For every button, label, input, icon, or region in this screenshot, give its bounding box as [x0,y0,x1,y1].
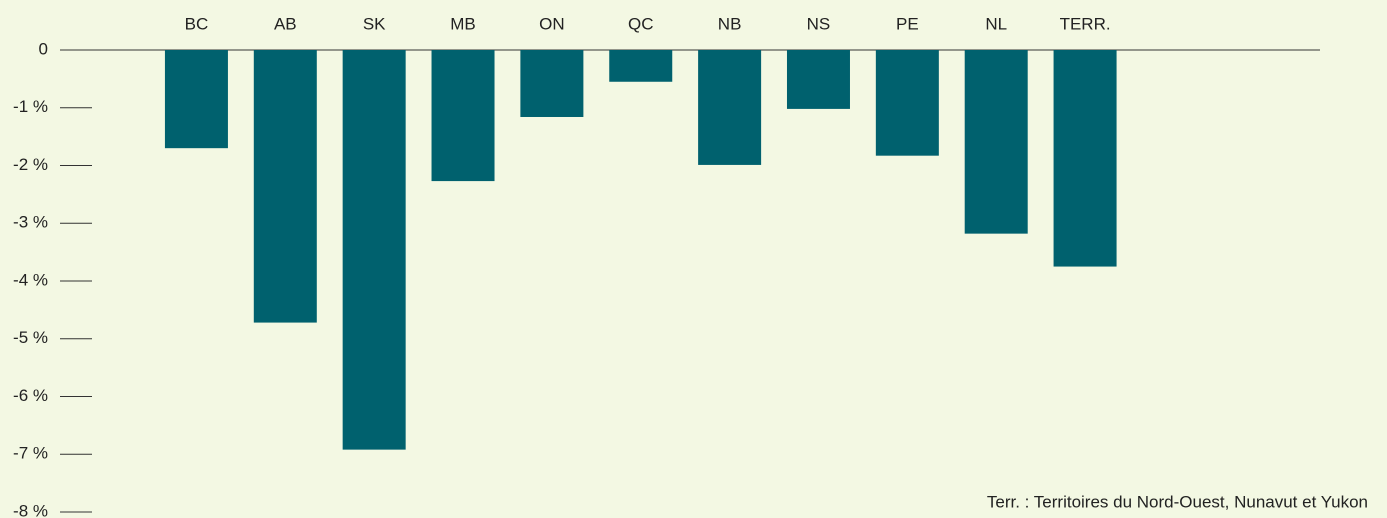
y-tick-label: -3 % [13,213,48,232]
y-tick-label: -1 % [13,97,48,116]
bar [698,50,762,165]
x-tick-label: MB [450,14,476,33]
y-tick-label: -4 % [13,270,48,289]
bar [964,50,1028,234]
bar [875,50,939,156]
x-tick-label: ON [539,14,565,33]
x-tick-label: SK [363,14,386,33]
bar [431,50,495,182]
x-tick-label: AB [274,14,297,33]
bar [609,50,673,82]
x-tick-label: NB [718,14,742,33]
y-tick-label: -6 % [13,386,48,405]
y-tick-label: -5 % [13,328,48,347]
y-tick-label: 0 [39,39,48,58]
bar [164,50,228,149]
y-tick-label: -7 % [13,444,48,463]
annotation: Terr. : Territoires du Nord-Ouest, Nunav… [987,492,1368,511]
bar [342,50,406,450]
x-tick-label: NS [807,14,831,33]
bar [253,50,317,323]
bar [786,50,850,109]
x-tick-label: QC [628,14,654,33]
x-tick-label: NL [985,14,1007,33]
x-tick-label: PE [896,14,919,33]
bar [520,50,584,117]
bar [1053,50,1117,267]
x-tick-label: BC [185,14,209,33]
y-tick-label: -8 % [13,501,48,518]
y-tick-label: -2 % [13,155,48,174]
x-tick-label: TERR. [1060,14,1111,33]
